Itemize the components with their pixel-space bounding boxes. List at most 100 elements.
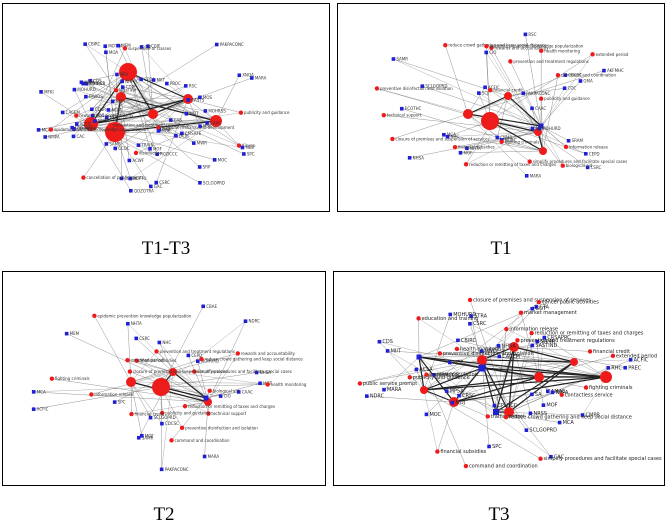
theme-node	[390, 137, 394, 141]
node-label: XNOA	[242, 73, 254, 78]
node-label: technical support	[211, 411, 246, 416]
theme-node	[183, 404, 187, 408]
actor-node	[158, 341, 162, 345]
theme-node	[484, 44, 488, 48]
actor-node	[425, 413, 429, 417]
node-label: rewards and accountability	[241, 351, 296, 356]
node-label: MEE	[453, 360, 464, 366]
network-edge	[142, 47, 188, 99]
theme-node	[499, 140, 503, 144]
node-label: RHC	[611, 365, 622, 371]
nodes-layer: CIOCDCSCCSRCCNMRMCARSCCEPDACFICNHTASAMRM…	[375, 32, 629, 178]
actor-node	[201, 305, 205, 309]
actor-node	[32, 407, 36, 411]
theme-node	[114, 88, 118, 92]
theme-node	[148, 109, 158, 119]
actor-node	[160, 422, 164, 426]
theme-node	[443, 43, 447, 47]
node-label: NHTA	[131, 321, 142, 326]
node-label: NDRC	[370, 394, 385, 400]
actor-node	[72, 135, 76, 139]
theme-node	[556, 73, 560, 77]
actor-node	[219, 394, 223, 398]
node-label: RSC	[528, 32, 536, 37]
theme-node	[382, 113, 386, 117]
actor-node	[192, 141, 196, 145]
node-label: reduction or remitting of taxes and char…	[535, 331, 644, 337]
actor-node	[392, 57, 396, 61]
node-label: PBOC	[170, 81, 181, 86]
node-label: PAKPACONC	[165, 467, 189, 472]
node-label: CDCSC	[165, 421, 179, 426]
node-label: MIIT	[391, 348, 402, 354]
actor-node	[120, 80, 124, 84]
theme-node	[89, 392, 93, 396]
node-label: NDRC	[249, 319, 261, 324]
actor-node	[61, 111, 65, 115]
panel-caption: T1-T3	[2, 238, 330, 260]
theme-node	[529, 331, 533, 335]
node-label: CPLCCC	[497, 403, 517, 409]
actor-node	[174, 134, 178, 138]
network-edge	[437, 402, 454, 452]
theme-node	[169, 438, 173, 442]
actor-node	[525, 428, 529, 432]
actor-node	[204, 109, 208, 113]
node-label: NHSA	[413, 155, 425, 160]
node-label: NHFPC	[125, 79, 139, 84]
node-label: financial credit	[493, 88, 523, 93]
actor-node	[134, 337, 138, 341]
node-label: CAAC	[242, 389, 253, 394]
node-label: SPC	[247, 151, 255, 156]
node-label: cancellation of public events	[86, 175, 143, 180]
node-label: MOR	[116, 99, 126, 104]
actor-node	[37, 128, 41, 132]
theme-node	[538, 457, 542, 461]
actor-node	[80, 80, 84, 84]
network-edge	[161, 306, 203, 387]
theme-node	[519, 310, 523, 314]
node-label: biological aid	[213, 388, 240, 393]
actor-node	[484, 51, 488, 55]
node-label: CAC	[76, 134, 84, 139]
node-label: MOHURD	[542, 126, 560, 131]
node-label: publicity and guidance	[544, 96, 590, 101]
panel-caption: T3	[333, 504, 665, 526]
node-label: closure of premises and suspension of se…	[133, 369, 227, 374]
theme-node	[180, 426, 184, 430]
actor-node	[457, 394, 461, 398]
node-label: ACFIC	[80, 122, 92, 127]
node-label: epidemic prevention knowledge populariza…	[97, 313, 191, 318]
actor-node	[525, 174, 529, 178]
node-label: health monitoring	[271, 382, 307, 387]
node-label: ECOTHC	[405, 106, 422, 111]
actor-node	[126, 322, 130, 326]
theme-node	[564, 145, 568, 149]
node-label: MEE	[245, 145, 254, 150]
actor-node	[563, 86, 567, 90]
node-label: CBIRC	[88, 42, 100, 47]
theme-node	[561, 164, 565, 168]
panel-caption: T1	[337, 238, 665, 260]
theme-node	[199, 357, 203, 361]
theme-node	[420, 386, 428, 394]
actor-node	[152, 78, 156, 82]
node-label: MOHURD	[77, 87, 95, 92]
node-label: ACWF	[132, 158, 144, 163]
theme-node	[570, 358, 578, 366]
actor-node	[39, 90, 43, 94]
node-label: SPC	[118, 400, 126, 405]
actor-node	[169, 118, 173, 122]
node-label: MOC	[218, 157, 228, 162]
node-label: preventive disinfection and isolation	[380, 86, 453, 91]
node-label: publicity and guidance	[244, 110, 290, 115]
node-label: fighting criminals	[589, 385, 633, 391]
node-label: NMPA	[48, 135, 60, 140]
theme-node	[81, 175, 85, 179]
actor-node	[606, 366, 610, 370]
actor-node	[378, 340, 382, 344]
actor-node	[531, 344, 535, 348]
node-label: FAWDS	[89, 94, 103, 99]
node-label: TRAIN	[140, 143, 153, 148]
nodes-layer: CIOCDCSCCSRCMCACEPDACFICNHTASAMRMOHURDMO…	[32, 304, 307, 472]
